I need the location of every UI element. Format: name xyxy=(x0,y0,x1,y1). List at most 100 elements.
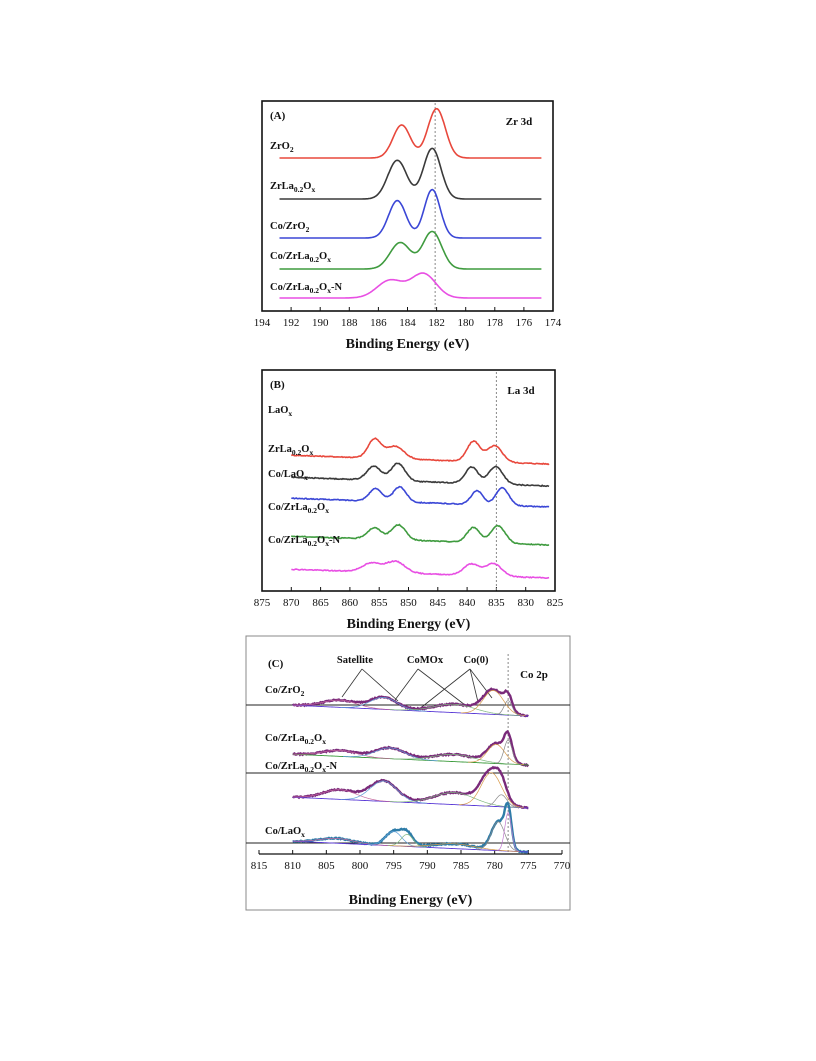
series-label: Co/ZrLa0.2Ox-N xyxy=(265,761,337,774)
series-line xyxy=(279,230,542,270)
x-tick-label: 780 xyxy=(486,860,503,872)
fit-component xyxy=(293,749,394,760)
species-label: Zr 3d xyxy=(506,116,532,128)
chart-panel-c: 815 810 805 800 795 790 785 780 775 770 Binding En… xyxy=(245,635,571,911)
series-line xyxy=(279,272,542,299)
fit-component xyxy=(484,794,519,808)
series-label: ZrO2 xyxy=(270,141,294,154)
chart-panel-a: 194 192 190 188 186 184 182 180 178 176 174 Binding… xyxy=(254,100,562,352)
series-line xyxy=(279,188,542,239)
x-tick-label: 184 xyxy=(399,317,416,329)
panel-label: (C) xyxy=(268,658,284,670)
fit-baseline xyxy=(292,753,529,766)
series-line xyxy=(292,687,529,718)
annotation-label: Satellite xyxy=(337,655,373,666)
fit-component xyxy=(389,703,519,716)
x-axis-title: Binding Energy (eV) xyxy=(346,337,470,352)
series-line xyxy=(291,559,550,579)
x-tick-label: 182 xyxy=(428,317,445,329)
series-line xyxy=(290,523,550,547)
x-tick-label: 830 xyxy=(517,597,534,609)
x-tick-label: 186 xyxy=(370,317,387,329)
annotation-label: CoMOx xyxy=(407,655,444,666)
fit-component xyxy=(367,831,420,848)
x-tick-label: 775 xyxy=(520,860,537,872)
x-tick-label: 194 xyxy=(254,317,271,329)
x-tick-label: 840 xyxy=(459,597,476,609)
annotation-label: Co(0) xyxy=(463,655,489,666)
x-tick-label: 815 xyxy=(251,860,268,872)
fit-component xyxy=(468,743,525,766)
x-tick-label: 188 xyxy=(341,317,358,329)
fit-component xyxy=(340,780,427,804)
annotation-leader xyxy=(361,668,399,702)
series-line xyxy=(291,485,550,508)
x-tick-label: 860 xyxy=(342,597,359,609)
x-tick-label: 835 xyxy=(488,597,505,609)
series-label: LaOx xyxy=(268,405,292,418)
panel-label: (B) xyxy=(270,379,285,391)
x-tick-label: 855 xyxy=(371,597,388,609)
x-tick-label: 795 xyxy=(385,860,402,872)
x-tick-label: 875 xyxy=(254,597,271,609)
x-tick-label: 178 xyxy=(487,317,504,329)
fit-baseline xyxy=(292,796,529,809)
x-tick-label: 850 xyxy=(400,597,417,609)
annotation-leader xyxy=(469,668,479,703)
annotation-leader xyxy=(341,668,363,698)
series-label: Co/ZrLa0.2Ox-N xyxy=(270,282,342,295)
panel-label: (A) xyxy=(270,110,286,122)
x-axis-title: Binding Energy (eV) xyxy=(349,893,473,908)
series-line xyxy=(279,107,542,159)
series-label: Co/ZrO2 xyxy=(270,221,310,234)
series-label: Co/ZrO2 xyxy=(265,685,305,698)
fit-component xyxy=(461,690,526,717)
x-tick-label: 845 xyxy=(430,597,447,609)
x-tick-label: 174 xyxy=(545,317,562,329)
x-tick-label: 810 xyxy=(284,860,301,872)
series-label: ZrLa0.2Ox xyxy=(268,444,313,457)
fit-component xyxy=(459,772,524,808)
x-tick-label: 805 xyxy=(318,860,335,872)
x-tick-label: 190 xyxy=(312,317,329,329)
x-tick-label: 785 xyxy=(453,860,470,872)
x-tick-label: 176 xyxy=(516,317,533,329)
series-label: Co/ZrLa0.2Ox-N xyxy=(268,535,340,548)
x-tick-label: 790 xyxy=(419,860,436,872)
chart-panel-b: 875 870 865 860 855 850 845 840 835 830 825 Binding… xyxy=(254,369,564,632)
fit-component xyxy=(495,700,522,716)
series-label: Co/LaOx xyxy=(268,469,308,482)
fit-component xyxy=(342,747,438,762)
series-line xyxy=(292,765,529,810)
fit-component xyxy=(495,739,522,765)
x-tick-label: 192 xyxy=(283,317,300,329)
x-tick-label: 770 xyxy=(554,860,571,872)
x-tick-label: 825 xyxy=(547,597,564,609)
series-line xyxy=(279,147,542,200)
annotation-leader xyxy=(417,668,471,711)
fit-baseline xyxy=(292,704,529,717)
x-axis-title: Binding Energy (eV) xyxy=(347,617,471,632)
fit-component xyxy=(293,837,391,846)
series-line xyxy=(291,462,550,488)
species-label: La 3d xyxy=(507,385,534,397)
series-label: Co/ZrLa0.2Ox xyxy=(265,733,326,746)
x-tick-label: 865 xyxy=(312,597,329,609)
x-tick-label: 180 xyxy=(457,317,474,329)
x-tick-label: 870 xyxy=(283,597,300,609)
annotation-leader xyxy=(394,668,419,701)
series-label: Co/ZrLa0.2Ox xyxy=(268,502,329,515)
series-line xyxy=(290,437,550,466)
series-label: ZrLa0.2Ox xyxy=(270,181,315,194)
fit-component xyxy=(476,821,520,852)
fit-component xyxy=(293,789,394,803)
x-tick-label: 800 xyxy=(352,860,369,872)
fit-component xyxy=(293,699,394,711)
annotation-leader xyxy=(417,668,466,706)
series-label: Co/LaOx xyxy=(265,826,305,839)
fit-component xyxy=(497,812,519,852)
series-label: Co/ZrLa0.2Ox xyxy=(270,251,331,264)
species-label: Co 2p xyxy=(520,669,548,681)
